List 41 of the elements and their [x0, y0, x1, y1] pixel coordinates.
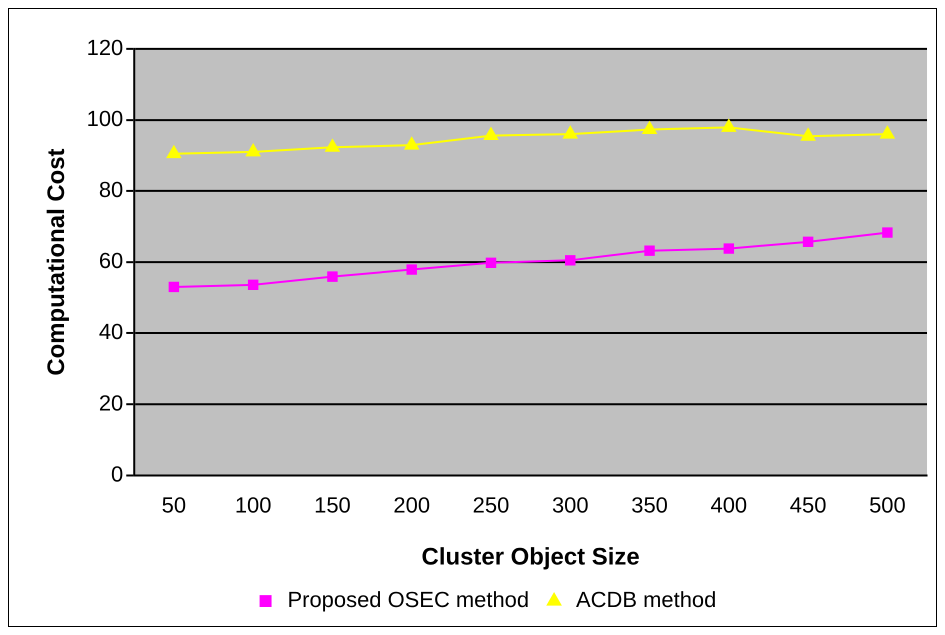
point	[406, 264, 417, 275]
y-tick-label: 20	[98, 390, 124, 416]
point	[882, 227, 893, 238]
y-axis-title: Computational Cost	[42, 148, 70, 376]
point	[246, 144, 260, 156]
y-tick-label: 60	[98, 248, 124, 274]
y-tick-label: 40	[98, 319, 124, 344]
x-tick-label: 200	[393, 492, 430, 518]
point	[802, 236, 814, 248]
point	[327, 271, 338, 282]
point	[486, 258, 496, 268]
point	[484, 128, 498, 140]
y-tick-label: 120	[86, 34, 124, 60]
x-tick-label: 300	[552, 492, 589, 518]
point	[724, 243, 734, 254]
point	[642, 122, 657, 134]
x-tick-label: 150	[314, 492, 351, 518]
x-axis-title: Cluster Object Size	[422, 543, 640, 570]
y-tick-label: 0	[111, 461, 124, 486]
point	[801, 128, 816, 141]
legend-label: Proposed OSEC method	[288, 587, 530, 612]
y-tick-label: 100	[86, 106, 124, 131]
point	[166, 146, 181, 158]
point	[168, 282, 180, 292]
point	[565, 255, 576, 266]
x-tick-label: 350	[631, 492, 668, 518]
y-tick-label: 80	[98, 177, 124, 202]
legend-label: ACDB method	[576, 587, 716, 612]
x-tick-label: 250	[472, 492, 510, 518]
point	[248, 280, 258, 290]
x-tick-label: 400	[710, 492, 748, 518]
point	[722, 119, 736, 132]
point	[325, 139, 340, 152]
point	[563, 126, 578, 139]
point	[404, 137, 419, 150]
point	[644, 245, 655, 256]
x-tick-label: 100	[234, 492, 272, 518]
x-tick-label: 450	[790, 492, 826, 518]
point	[880, 126, 894, 139]
x-tick-label: 50	[162, 492, 186, 518]
x-tick-label: 500	[869, 492, 906, 518]
